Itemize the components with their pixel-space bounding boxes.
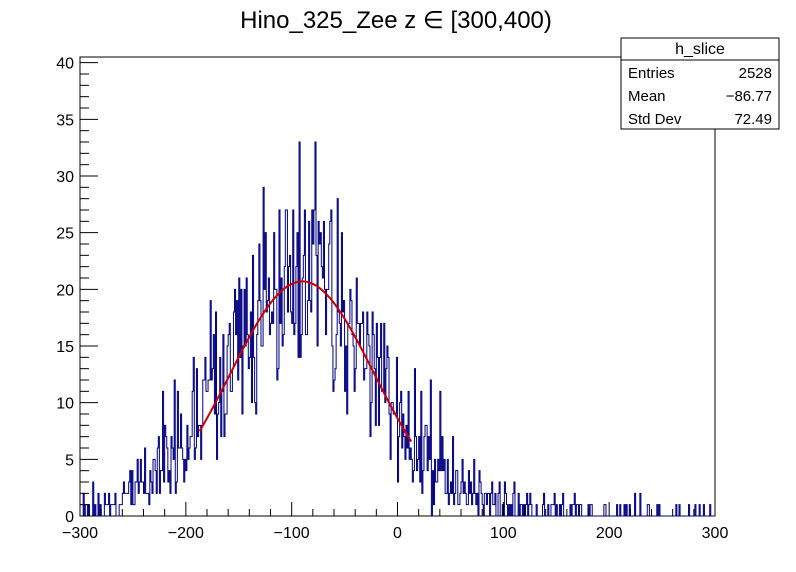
y-tick-label: 35 [56,112,74,129]
stats-mean-label: Mean [628,88,666,105]
stats-stddev-label: Std Dev [628,111,682,128]
chart-title: Hino_325_Zee z ∈ [300,400) [240,7,552,34]
stats-entries-value: 2528 [739,65,772,82]
axis-ticks: −300 −200 −100 0 100 200 300 0 5 10 15 20 25 30 35 40 [56,56,728,542]
x-tick-label: 200 [596,525,623,542]
y-tick-label: 20 [56,282,74,299]
x-tick-label: 0 [393,525,402,542]
stats-box-title: h_slice [675,41,725,58]
y-tick-label: 5 [65,452,74,469]
y-tick-label: 10 [56,396,74,413]
x-tick-label: −200 [168,525,204,542]
x-tick-label: −300 [62,525,98,542]
stats-entries-label: Entries [628,65,675,82]
y-tick-label: 40 [56,56,74,73]
gaussian-fit-curve [198,280,413,443]
x-tick-label: 300 [702,525,729,542]
y-tick-label: 25 [56,226,74,243]
y-tick-label: 15 [56,339,74,356]
x-tick-label: 100 [490,525,517,542]
stats-box-frame [620,37,780,130]
stats-stddev-value: 72.49 [734,111,772,128]
stats-box: h_slice Entries 2528 Mean −86.77 Std Dev… [620,37,780,130]
x-tick-label: −100 [274,525,310,542]
stats-mean-value: −86.77 [726,88,772,105]
y-tick-label: 30 [56,169,74,186]
y-tick-label: 0 [65,509,74,526]
histogram-series [80,141,715,517]
